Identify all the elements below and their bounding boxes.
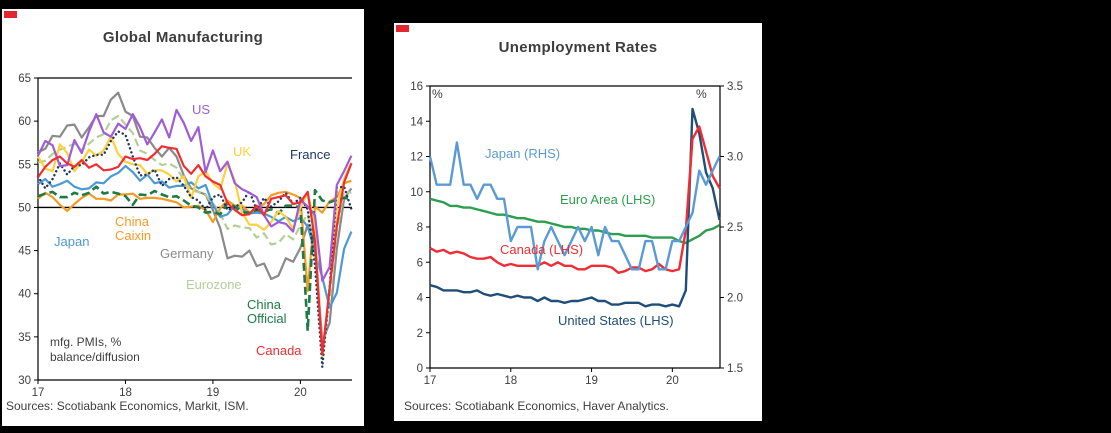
y-tick-label: 4 bbox=[417, 293, 424, 305]
series-line-euro-area-lhs bbox=[429, 197, 721, 245]
x-tick-label: 20 bbox=[666, 375, 679, 387]
source-note-left: Sources: Scotiabank Economics, Markit, I… bbox=[6, 399, 249, 413]
x-tick-label: 19 bbox=[585, 375, 598, 387]
series-line-united-states-lhs bbox=[429, 107, 721, 308]
series-line-eurozone bbox=[37, 114, 352, 352]
series-line-france bbox=[36, 130, 353, 369]
y-tick-label-right: 2.0 bbox=[727, 293, 743, 305]
y-tick-label: 35 bbox=[18, 332, 31, 344]
x-tick-label: 18 bbox=[119, 387, 132, 399]
x-tick-label: 17 bbox=[32, 387, 45, 399]
series-label-eurozone: Eurozone bbox=[186, 277, 242, 292]
y-tick-label-right: 1.5 bbox=[727, 363, 743, 375]
y-tick-label: 8 bbox=[417, 222, 423, 234]
y-tick-label-right: 3.5 bbox=[727, 81, 743, 93]
series-line-japan-rhs bbox=[428, 141, 721, 271]
x-tick-label: 19 bbox=[207, 387, 220, 399]
y-tick-label: 65 bbox=[18, 73, 31, 85]
y-tick-label: 30 bbox=[18, 375, 31, 387]
y-tick-label-right: 2.5 bbox=[727, 222, 743, 234]
y-tick-label: 55 bbox=[18, 159, 31, 171]
y-tick-label: 2 bbox=[417, 328, 423, 340]
global-manufacturing-panel: Global Manufacturing 65 60 55 50 45 40 35 30 17 1… bbox=[2, 9, 364, 426]
y-tick-label: 40 bbox=[18, 289, 31, 301]
series-label-uk: UK bbox=[233, 144, 252, 159]
series-line-germany bbox=[37, 91, 353, 343]
y-tick-label: 6 bbox=[417, 257, 423, 269]
chart-title-global-manufacturing: Global Manufacturing bbox=[102, 29, 264, 46]
y-tick-label: 16 bbox=[410, 81, 423, 93]
series-line-canada-lhs bbox=[429, 125, 721, 274]
series-label-germany: Germany bbox=[160, 246, 214, 261]
x-tick-label: 20 bbox=[294, 387, 307, 399]
axis-note: mfg. PMIs, % balance/diffusion bbox=[50, 335, 140, 364]
series-label-japan-rhs: Japan (RHS) bbox=[485, 146, 561, 161]
series-line-canada bbox=[37, 145, 353, 356]
x-tick-label: 17 bbox=[424, 375, 437, 387]
series-label-united-states-lhs: United States (LHS) bbox=[558, 313, 674, 328]
series-line-us bbox=[37, 108, 353, 282]
series-label-japan: Japan bbox=[54, 234, 90, 249]
source-note-right: Sources: Scotiabank Economics, Haver Ana… bbox=[404, 399, 669, 413]
y-tick-label: 12 bbox=[410, 152, 423, 164]
y-tick-label: 60 bbox=[18, 116, 31, 128]
series-label-euro-area-lhs: Euro Area (LHS) bbox=[560, 192, 656, 207]
chart-title-unemployment-rates: Unemployment Rates bbox=[498, 39, 658, 56]
unemployment-rates-panel: Unemployment Rates 16 14 12 10 8 6 4 2 0 3.5 3.0 2.… bbox=[394, 23, 762, 421]
series-label-canada: Canada bbox=[256, 343, 302, 358]
series-label-canada-lhs: Canada (LHS) bbox=[500, 242, 584, 257]
right-axis-unit-label: % bbox=[696, 87, 707, 101]
y-tick-label: 14 bbox=[410, 116, 423, 128]
series-label-china-official: China Official bbox=[247, 297, 287, 326]
y-tick-label: 50 bbox=[18, 202, 31, 214]
series-label-france: France bbox=[290, 147, 331, 162]
series-line-uk bbox=[37, 135, 353, 359]
x-tick-label: 18 bbox=[504, 375, 517, 387]
brand-red-mark bbox=[4, 11, 17, 18]
y-tick-label: 45 bbox=[18, 246, 31, 258]
brand-red-mark bbox=[396, 25, 409, 32]
y-tick-label-right: 3.0 bbox=[727, 152, 743, 164]
y-tick-label: 10 bbox=[410, 187, 423, 199]
y-tick-label: 0 bbox=[417, 363, 423, 375]
series-label-us: US bbox=[192, 102, 211, 117]
series-label-china-caixin: China Caixin bbox=[115, 214, 152, 243]
left-axis-unit-label: % bbox=[432, 87, 443, 101]
